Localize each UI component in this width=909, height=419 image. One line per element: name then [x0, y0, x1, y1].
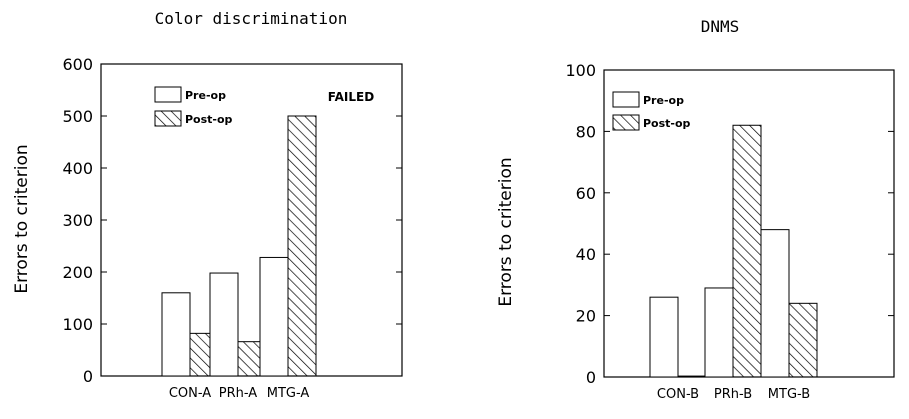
bar-pre-op-con-a	[161, 292, 191, 377]
legend-label-pre-op: Pre-op	[643, 94, 684, 107]
bar-post-op-con-b	[677, 375, 707, 378]
y-tick-label: 60	[576, 184, 596, 203]
annotation-failed: FAILED	[328, 90, 374, 104]
x-category-label: PRh-B	[714, 387, 752, 402]
bar-group	[161, 115, 317, 377]
legend-swatch-post-op	[612, 114, 640, 131]
legend-swatch-pre-op	[154, 86, 182, 103]
legend-label-pre-op: Pre-op	[185, 89, 226, 102]
y-tick-label: 200	[62, 263, 93, 282]
bar-pre-op-mtg-b	[760, 229, 790, 378]
y-tick-label: 20	[576, 307, 596, 326]
y-tick-label: 300	[62, 211, 93, 230]
legend-swatch-pre-op	[612, 91, 640, 108]
bar-pre-op-con-b	[649, 296, 679, 378]
chart-dnms: DNMS Errors to criterion 0 20 40 60 80 100 CO…	[496, 17, 895, 402]
x-category-label: CON-B	[657, 387, 699, 402]
legend-swatch-post-op	[154, 110, 182, 127]
y-tick-label: 0	[83, 367, 93, 386]
legend: Pre-op Post-op	[612, 91, 691, 131]
chart-color-discrimination: Color discrimination Errors to criterion…	[12, 9, 403, 401]
bar-post-op-prh-b	[732, 124, 762, 378]
legend-label-post-op: Post-op	[185, 113, 233, 126]
x-category-label: PRh-A	[219, 386, 258, 401]
y-tick-group: 0 20 40 60 80 100	[565, 61, 894, 387]
y-axis-label: Errors to criterion	[12, 144, 32, 293]
bar-pre-op-mtg-a	[259, 256, 289, 377]
y-tick-label: 0	[586, 368, 596, 387]
y-tick-label: 600	[62, 55, 93, 74]
category-label-group: CON-B PRh-B MTG-B	[657, 387, 810, 402]
y-tick-label: 40	[576, 245, 596, 264]
x-category-label: CON-A	[169, 386, 211, 401]
bar-pre-op-prh-b	[704, 287, 734, 378]
y-axis-label: Errors to criterion	[496, 157, 516, 306]
y-tick-label: 100	[565, 61, 596, 80]
legend: Pre-op Post-op	[154, 86, 233, 127]
category-label-group: CON-A PRh-A MTG-A	[169, 386, 310, 401]
bar-post-op-mtg-b	[788, 302, 818, 378]
y-tick-label: 80	[576, 122, 596, 141]
bar-group	[649, 124, 818, 378]
x-category-label: MTG-B	[768, 387, 810, 402]
bar-post-op-mtg-a	[287, 115, 317, 377]
chart-title: Color discrimination	[155, 9, 348, 28]
y-tick-label: 100	[62, 315, 93, 334]
chart-title: DNMS	[701, 17, 740, 36]
x-category-label: MTG-A	[267, 386, 310, 401]
plot-frame	[100, 63, 403, 377]
bar-pre-op-prh-a	[209, 272, 239, 377]
y-tick-group: 0 100 200 300 400 500 600	[62, 55, 402, 386]
y-tick-label: 400	[62, 159, 93, 178]
y-tick-label: 500	[62, 107, 93, 126]
legend-label-post-op: Post-op	[643, 117, 691, 130]
